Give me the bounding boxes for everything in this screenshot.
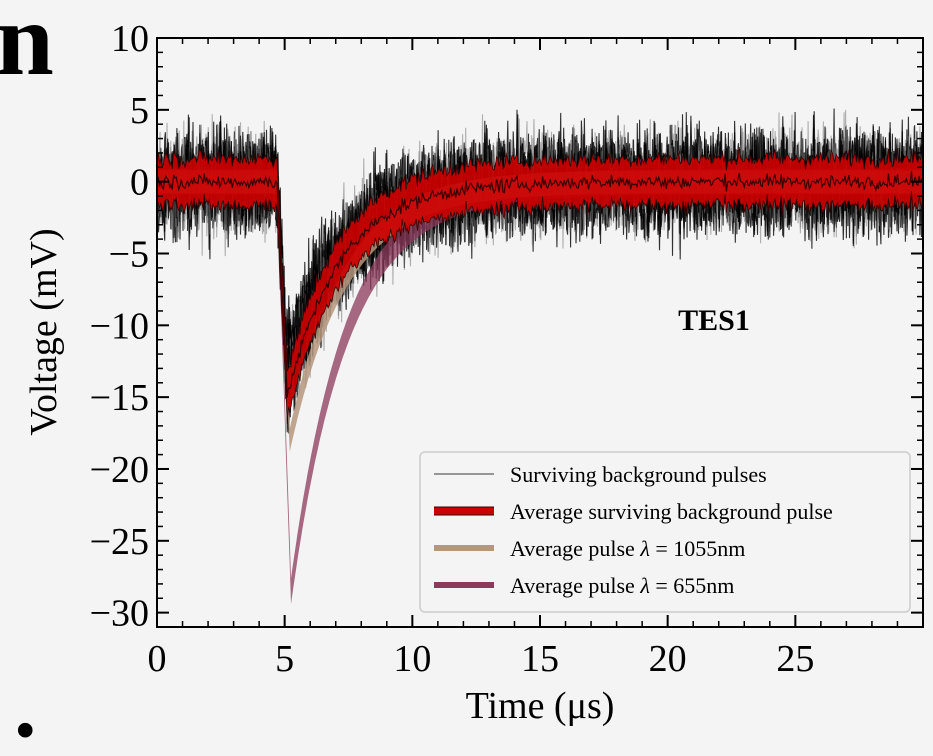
x-tick-label: 10 bbox=[393, 638, 431, 680]
y-tick-label: −25 bbox=[90, 521, 149, 563]
legend-entry-label: Average surviving background pulse bbox=[510, 499, 833, 524]
cropped-text-fragment: . bbox=[14, 657, 37, 756]
x-tick-label: 15 bbox=[521, 638, 559, 680]
voltage-time-chart: 0 5 10 15 20 25 10 5 0 −5 −10 −15 −20 −25 −30 Time (μs… bbox=[23, 18, 924, 727]
y-tick-label: −20 bbox=[90, 449, 149, 491]
y-axis-label: Voltage (mV) bbox=[23, 228, 65, 435]
average-background-pulse-band bbox=[157, 147, 923, 425]
x-tick-label: 25 bbox=[776, 638, 814, 680]
legend-entry-label: Average pulse λ = 655nm bbox=[510, 573, 734, 598]
legend-entry-label: Surviving background pulses bbox=[510, 462, 767, 487]
legend-entry-label: Average pulse λ = 1055nm bbox=[510, 536, 745, 561]
x-axis-label: Time (μs) bbox=[466, 685, 615, 727]
y-tick-label: 5 bbox=[130, 90, 149, 132]
legend-box bbox=[419, 451, 911, 613]
cropped-heading-fragment: n bbox=[0, 0, 54, 97]
y-tick-label: −15 bbox=[90, 377, 149, 419]
y-tick-label: 0 bbox=[130, 162, 149, 204]
average-background-pulse-line bbox=[157, 171, 923, 398]
legend: Surviving background pulses Average survi… bbox=[419, 451, 911, 613]
x-tick-label: 5 bbox=[275, 638, 294, 680]
x-tick-label: 20 bbox=[649, 638, 687, 680]
y-tick-label: −30 bbox=[90, 593, 149, 635]
ticks-layer: 0 5 10 15 20 25 10 5 0 −5 −10 −15 −20 −25 −30 bbox=[90, 18, 924, 680]
y-tick-label: 10 bbox=[111, 18, 149, 60]
y-tick-label: −5 bbox=[109, 233, 149, 275]
x-tick-label: 0 bbox=[148, 638, 167, 680]
traces-layer bbox=[157, 108, 923, 604]
tes1-annotation: TES1 bbox=[678, 304, 750, 337]
y-tick-label: −10 bbox=[90, 305, 149, 347]
